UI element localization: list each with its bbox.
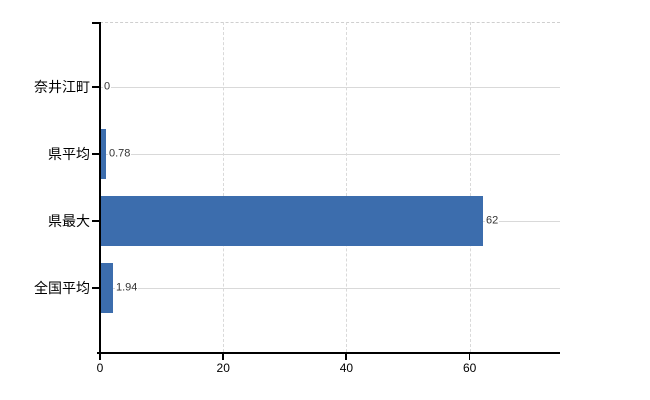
category-label: 県最大 [48, 213, 90, 229]
y-axis-top-tick [92, 22, 100, 24]
category-tick [92, 153, 100, 155]
x-tick [99, 354, 101, 360]
x-tick-label: 60 [462, 361, 477, 375]
x-tick-label: 20 [216, 361, 230, 375]
x-tick-label: 40 [339, 361, 354, 375]
x-tick [222, 354, 224, 360]
bar [101, 263, 113, 313]
y-gridline [100, 288, 560, 289]
value-label: 0 [103, 80, 112, 94]
x-tick [468, 354, 471, 360]
x-tick [345, 354, 347, 360]
category-label: 奈井江町 [34, 79, 90, 95]
y-axis-line [99, 22, 101, 354]
value-label: 62 [485, 214, 500, 228]
category-tick [92, 287, 100, 289]
bar [101, 129, 106, 179]
value-label: 0.78 [108, 147, 132, 161]
x-tick-label: 0 [96, 361, 104, 375]
category-tick [92, 220, 100, 222]
x-axis-line [97, 352, 560, 354]
x-gridline [346, 22, 348, 352]
bar [101, 196, 483, 246]
x-gridline [223, 22, 225, 352]
value-label: 1.94 [115, 281, 139, 295]
y-gridline [100, 87, 560, 88]
category-label: 全国平均 [34, 280, 90, 296]
category-label: 県平均 [48, 146, 90, 162]
plot-top-border [100, 22, 560, 23]
y-gridline [100, 154, 560, 155]
category-tick [92, 86, 100, 88]
x-gridline [469, 22, 471, 352]
